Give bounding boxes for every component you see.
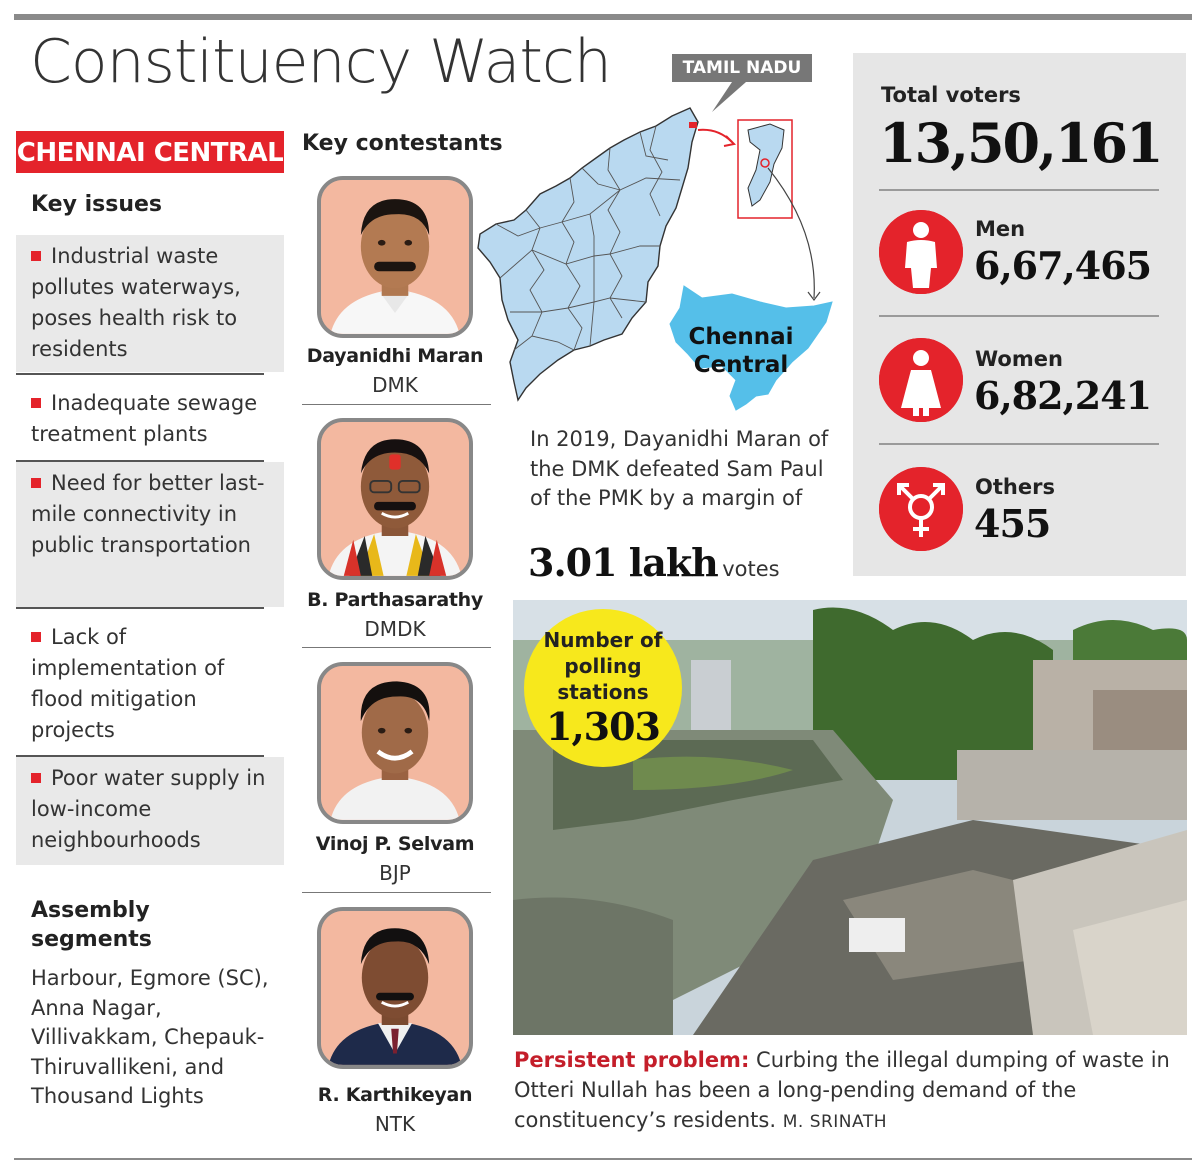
issue-text: Inadequate sewage treatment plants bbox=[31, 391, 258, 446]
contestant-divider bbox=[302, 404, 491, 405]
caption-text: Curbing the illegal dumping of waste in … bbox=[514, 1048, 1170, 1132]
margin-unit: votes bbox=[722, 557, 780, 581]
inset-box bbox=[737, 119, 793, 219]
constituency-map-label: Chennai Central bbox=[688, 324, 794, 378]
photo-credit: M. SRINATH bbox=[782, 1112, 888, 1132]
others-label: Others bbox=[975, 475, 1055, 499]
male-icon bbox=[879, 210, 963, 294]
contestant-card: Vinoj P. Selvam BJP bbox=[300, 662, 490, 892]
key-issues-heading: Key issues bbox=[31, 192, 162, 217]
portrait-photo bbox=[317, 176, 473, 338]
state-label: TAMIL NADU bbox=[672, 54, 812, 82]
contestant-party: DMK bbox=[372, 373, 418, 397]
men-value: 6,67,465 bbox=[974, 243, 1152, 288]
issue-item: Industrial waste pollutes waterways, pos… bbox=[16, 235, 284, 372]
contestant-divider bbox=[302, 892, 491, 893]
men-label: Men bbox=[975, 217, 1026, 241]
margin-value: 3.01 lakh bbox=[528, 540, 719, 585]
bullet-icon bbox=[31, 773, 41, 783]
contestants-heading: Key contestants bbox=[302, 131, 503, 156]
total-voters-value: 13,50,161 bbox=[879, 111, 1164, 175]
contestant-name: R. Karthikeyan bbox=[317, 1084, 473, 1106]
issue-item: Poor water supply in low-income neighbou… bbox=[16, 757, 284, 865]
caption-lead: Persistent problem: bbox=[514, 1048, 750, 1072]
page-title: Constituency Watch bbox=[30, 27, 612, 97]
others-value: 455 bbox=[974, 501, 1051, 546]
assembly-segments-text: Harbour, Egmore (SC), Anna Nagar, Villiv… bbox=[31, 966, 269, 1108]
issue-item: Need for better last-mile connectivity i… bbox=[16, 462, 284, 607]
tamil-nadu-shape bbox=[477, 107, 699, 402]
bullet-icon bbox=[31, 251, 41, 261]
bottom-rule bbox=[14, 1158, 1192, 1160]
contestant-name: B. Parthasarathy bbox=[307, 589, 483, 611]
assembly-segments-heading: Assembly segments bbox=[31, 898, 152, 952]
female-icon bbox=[879, 338, 963, 422]
issue-text: Lack of implementation of flood mitigati… bbox=[31, 625, 225, 742]
issue-item: Lack of implementation of flood mitigati… bbox=[16, 616, 284, 754]
issue-divider bbox=[16, 607, 264, 609]
panel-divider bbox=[879, 189, 1159, 191]
contestant-name: Dayanidhi Maran bbox=[306, 345, 484, 367]
photo-caption: Persistent problem: Curbing the illegal … bbox=[514, 1045, 1186, 1137]
contestant-divider bbox=[302, 647, 491, 648]
issue-divider bbox=[16, 373, 264, 375]
chennai-central-shape bbox=[669, 285, 833, 411]
total-voters-label: Total voters bbox=[881, 83, 1021, 107]
issue-text: Poor water supply in low-income neighbou… bbox=[31, 766, 266, 852]
voters-panel: Total voters 13,50,161 Men 6,67,465 Wome… bbox=[853, 53, 1186, 576]
election-result-text: In 2019, Dayanidhi Maran of the DMK defe… bbox=[530, 427, 829, 510]
contestant-party: BJP bbox=[379, 861, 411, 885]
chennai-marker bbox=[689, 122, 697, 128]
contestant-card: Dayanidhi Maran DMK bbox=[300, 176, 490, 406]
polling-stations-label: Number of polling stations bbox=[543, 628, 663, 704]
issue-divider bbox=[16, 460, 264, 462]
issue-divider bbox=[16, 755, 264, 757]
issue-text: Industrial waste pollutes waterways, pos… bbox=[31, 244, 241, 361]
bullet-icon bbox=[31, 632, 41, 642]
bullet-icon bbox=[31, 478, 41, 488]
issue-text: Need for better last-mile connectivity i… bbox=[31, 471, 265, 557]
portrait-photo bbox=[317, 662, 473, 824]
polling-stations-value: 1,303 bbox=[546, 704, 661, 749]
panel-divider bbox=[879, 443, 1159, 445]
polling-stations-badge: Number of polling stations 1,303 bbox=[524, 609, 682, 767]
constituency-badge: CHENNAI CENTRAL bbox=[16, 131, 284, 173]
map-svg bbox=[477, 82, 833, 411]
panel-divider bbox=[879, 315, 1159, 317]
portrait-photo bbox=[317, 907, 473, 1069]
portrait-photo bbox=[317, 418, 473, 580]
top-rule bbox=[14, 14, 1192, 20]
contestant-card: R. Karthikeyan NTK bbox=[300, 907, 490, 1137]
transgender-icon bbox=[879, 467, 963, 551]
contestant-name: Vinoj P. Selvam bbox=[315, 833, 475, 855]
contestant-party: DMDK bbox=[364, 617, 426, 641]
victory-margin: 3.01 lakh votes bbox=[528, 540, 780, 585]
label-pointer bbox=[712, 82, 746, 112]
women-value: 6,82,241 bbox=[974, 373, 1152, 418]
contestant-party: NTK bbox=[374, 1112, 416, 1136]
tamil-nadu-map bbox=[470, 50, 850, 430]
issue-item: Inadequate sewage treatment plants bbox=[16, 382, 284, 460]
women-label: Women bbox=[975, 347, 1063, 371]
contestant-card: B. Parthasarathy DMDK bbox=[300, 418, 490, 648]
district-borders bbox=[495, 125, 681, 351]
bullet-icon bbox=[31, 398, 41, 408]
